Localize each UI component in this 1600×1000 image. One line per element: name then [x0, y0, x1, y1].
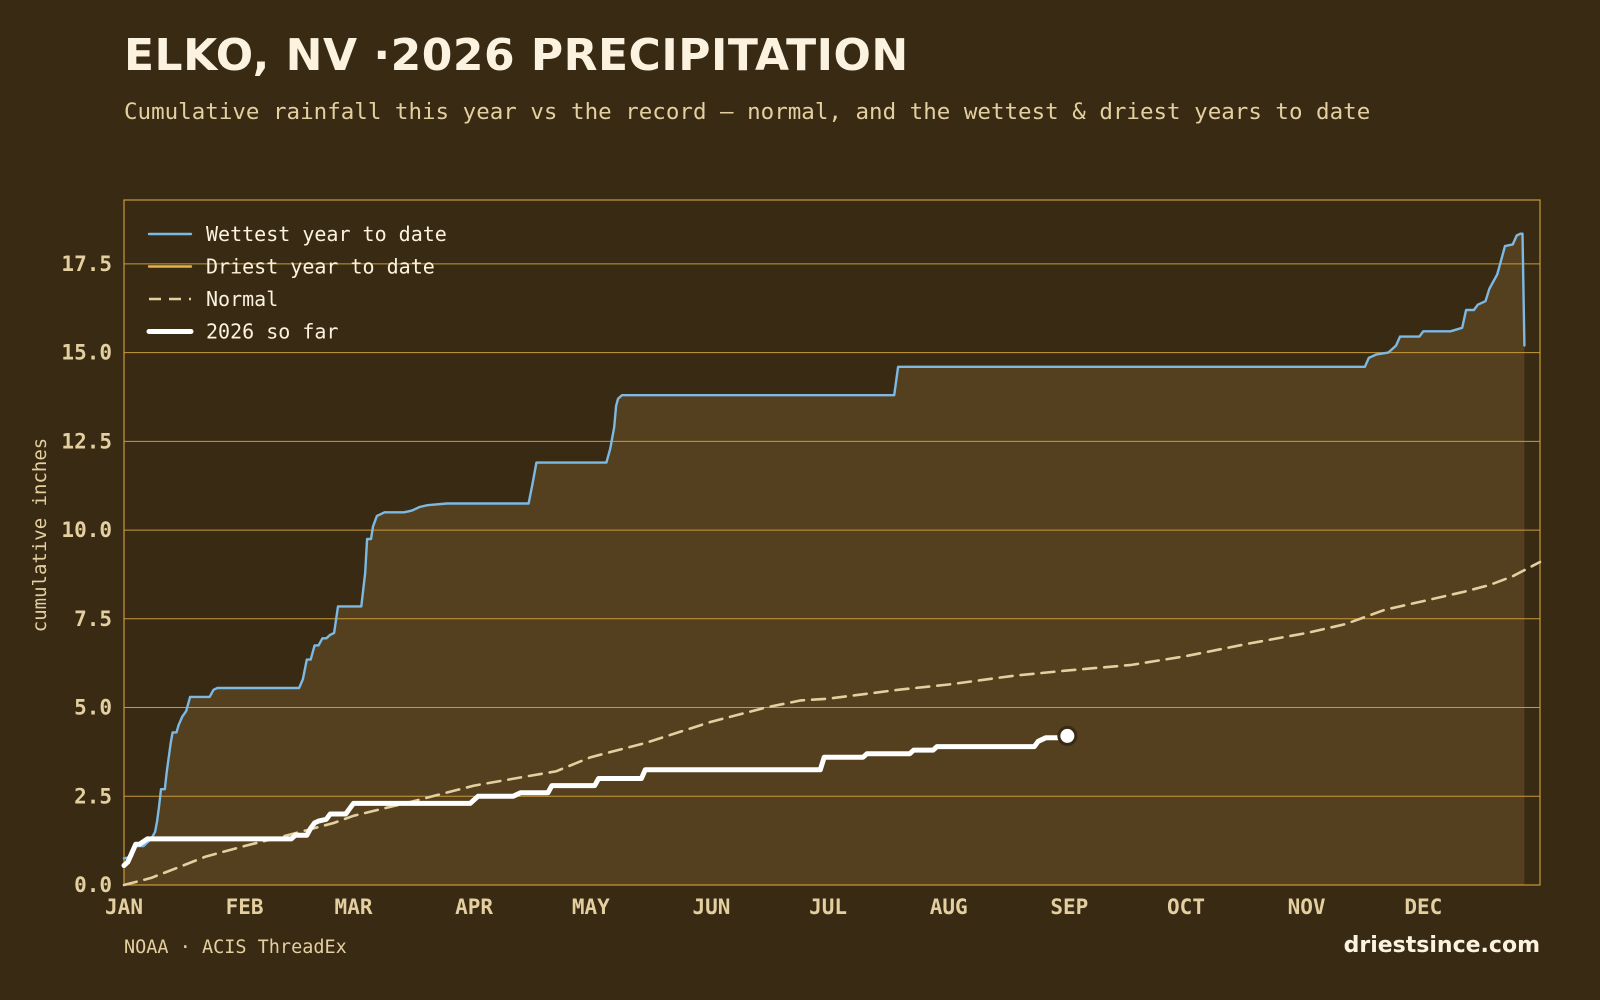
y-axis-ticks: 0.0 2.5 5.0 7.5 10.0 12.5 15.0 17.5: [61, 252, 112, 897]
y-axis-label: cumulative inches: [29, 438, 51, 632]
legend-label: Wettest year to date: [206, 222, 447, 246]
x-tick-label: FEB: [226, 895, 264, 919]
x-tick-label: OCT: [1167, 895, 1205, 919]
x-tick-label: DEC: [1404, 895, 1442, 919]
x-tick-label: NOV: [1288, 895, 1326, 919]
legend-label: 2026 so far: [206, 320, 338, 344]
y-tick-label: 12.5: [61, 429, 112, 453]
x-tick-label: JAN: [105, 895, 143, 919]
normal-line: [122, 560, 1542, 887]
legend-label: Normal: [206, 287, 278, 311]
x-axis-ticks: JAN FEB MAR APR MAY JUN JUL AUG SEP OCT NOV DEC: [105, 895, 1442, 919]
current-value-marker: [1057, 725, 1078, 746]
page-title: ELKO, NV ·2026 PRECIPITATION: [124, 30, 909, 81]
data-source: NOAA · ACIS ThreadEx: [124, 937, 347, 958]
brand-link[interactable]: driestsince.com: [1343, 933, 1540, 958]
legend: Wettest year to date Driest year to date N…: [146, 222, 447, 344]
wettest-fill-area: [124, 233, 1525, 885]
x-tick-label: MAY: [572, 895, 610, 919]
plot-frame: [123, 199, 1541, 886]
x-tick-label: JUL: [809, 895, 847, 919]
y-tick-label: 2.5: [74, 784, 112, 808]
legend-label: Driest year to date: [206, 255, 435, 279]
y-tick-label: 0.0: [74, 873, 112, 897]
y-tick-label: 5.0: [74, 696, 112, 720]
wettest-year-to-date-line: [122, 232, 1526, 860]
y-tick-label: 15.0: [61, 341, 112, 365]
wettest-area-fill: [124, 233, 1525, 885]
grid-lines: [124, 263, 1540, 797]
y-tick-label: 7.5: [74, 607, 112, 631]
x-tick-label: MAR: [335, 895, 373, 919]
y-tick-label: 10.0: [61, 518, 112, 542]
x-tick-label: APR: [455, 895, 493, 919]
y-tick-label: 17.5: [61, 252, 112, 276]
x-tick-label: AUG: [930, 895, 968, 919]
2026-so-far-line: [121, 733, 1070, 868]
x-tick-label: JUN: [692, 895, 730, 919]
series-lines: [121, 232, 1542, 887]
x-tick-label: SEP: [1050, 895, 1088, 919]
page-subtitle: Cumulative rainfall this year vs the rec…: [124, 99, 1371, 125]
